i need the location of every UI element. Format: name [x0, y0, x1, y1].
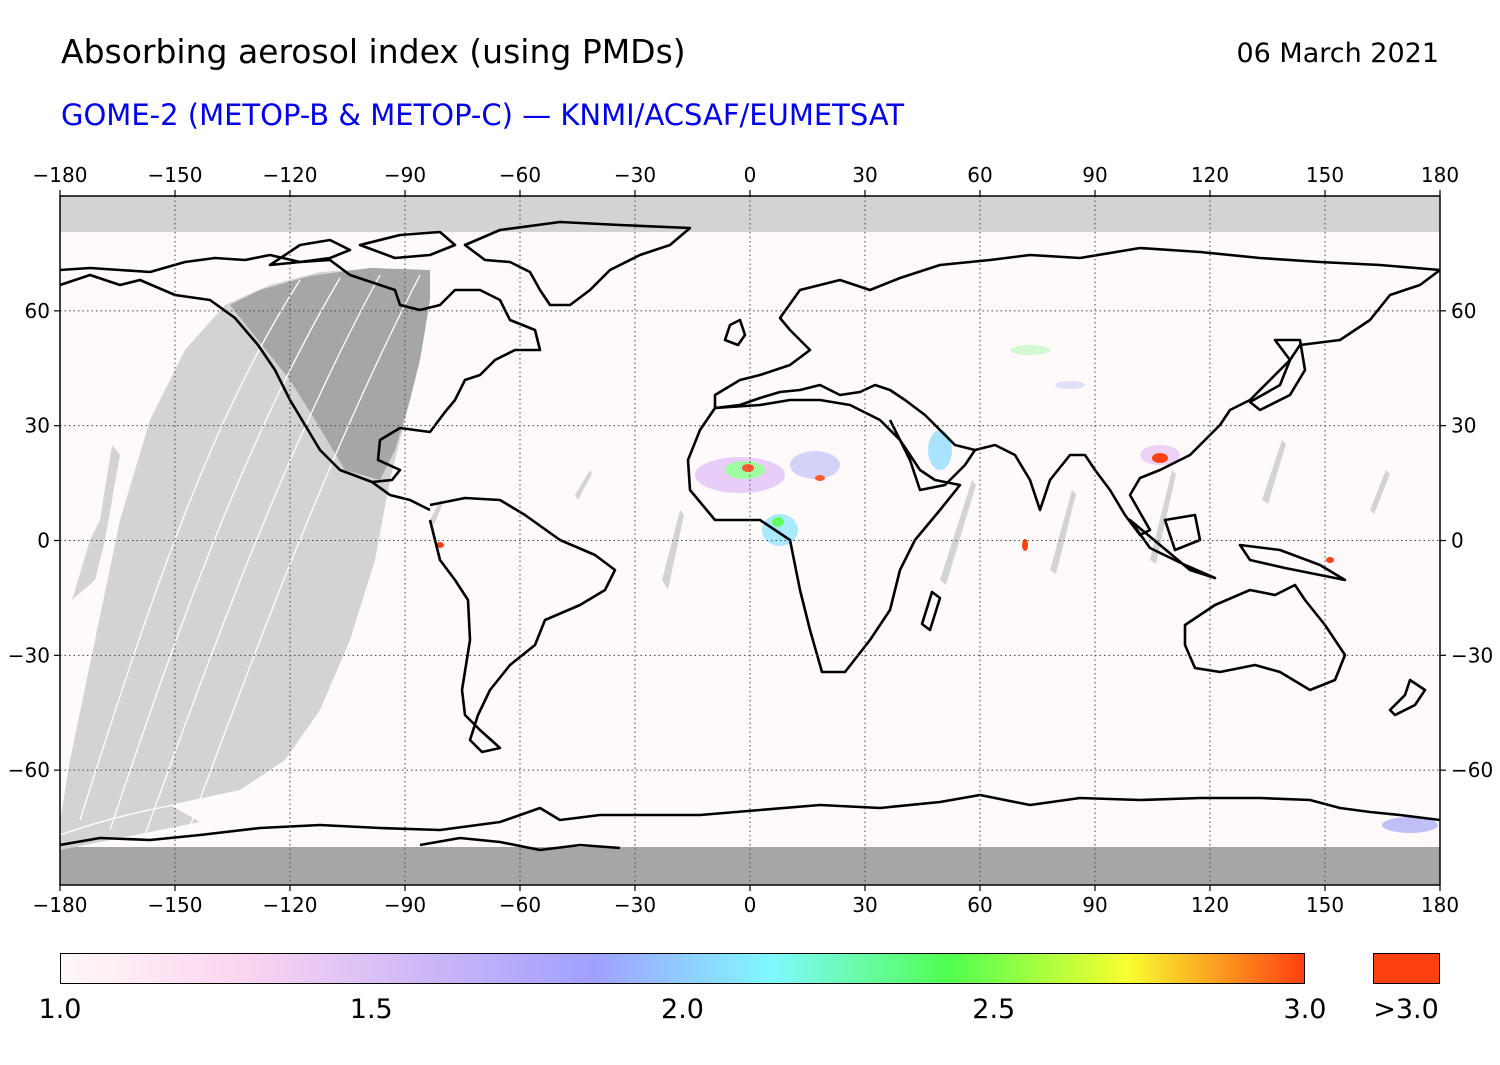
- tick-label-lon-bottom: −30: [614, 893, 656, 917]
- tick-label-lat-left: 30: [25, 414, 50, 438]
- map-title: Absorbing aerosol index (using PMDs): [61, 32, 686, 71]
- tick-label-lat-left: −30: [8, 643, 50, 667]
- coastlines: [60, 220, 1440, 852]
- tick-label-lon-bottom: 0: [744, 893, 757, 917]
- colorbar-tick-label: 3.0: [1283, 994, 1327, 1025]
- map-grid: [60, 196, 1440, 885]
- tick-label-lon-top: −180: [33, 163, 88, 187]
- coast-arabia: [888, 419, 977, 492]
- tick-label-lat-left: 60: [25, 299, 50, 323]
- colorbar-overflow-swatch: [1373, 953, 1440, 984]
- tick-label-lon-top: 180: [1421, 163, 1459, 187]
- tick-label-lat-right: −30: [1451, 643, 1493, 667]
- tick-label-lon-top: −60: [499, 163, 541, 187]
- orbit-lines: [60, 274, 421, 841]
- tick-label-lat-right: −60: [1451, 758, 1493, 782]
- tick-label-lon-top: −90: [384, 163, 426, 187]
- colorbar: [60, 953, 1305, 984]
- tick-label-lon-top: −150: [148, 163, 203, 187]
- tick-label-lat-left: 0: [37, 529, 50, 553]
- map-date: 06 March 2021: [1236, 38, 1439, 69]
- tick-label-lon-top: 60: [967, 163, 992, 187]
- coast-eurasia: [713, 246, 1440, 537]
- coast-greenland: [463, 220, 692, 307]
- coast-north-america: [60, 253, 542, 484]
- tick-label-lon-top: 120: [1191, 163, 1229, 187]
- colorbar-tick-label: 2.5: [972, 994, 1016, 1025]
- tick-label-lon-bottom: 150: [1306, 893, 1344, 917]
- aerosol-map: −180 −180 −150 −150 −120 −120 −90 −90 −60 −60 −30 −…: [8, 163, 1493, 917]
- tick-label-lon-bottom: 90: [1082, 893, 1107, 917]
- tick-label-lon-bottom: −150: [148, 893, 203, 917]
- tick-label-lon-top: 150: [1306, 163, 1344, 187]
- tick-label-lat-right: 0: [1451, 529, 1464, 553]
- tick-label-lon-bottom: −180: [33, 893, 88, 917]
- tick-label-lon-top: 30: [852, 163, 877, 187]
- map-ticks: −180 −180 −150 −150 −120 −120 −90 −90 −60 −60 −30 −…: [8, 163, 1493, 917]
- tick-label-lon-bottom: −120: [263, 893, 318, 917]
- tick-label-lon-bottom: 120: [1191, 893, 1229, 917]
- coast-africa: [686, 398, 962, 674]
- map-subtitle: GOME-2 (METOP-B & METOP-C) — KNMI/ACSAF/…: [61, 98, 905, 132]
- tick-label-lon-bottom: 30: [852, 893, 877, 917]
- colorbar-overflow-label: >3.0: [1373, 994, 1439, 1025]
- tick-label-lat-left: −60: [8, 758, 50, 782]
- tick-label-lon-bottom: −60: [499, 893, 541, 917]
- coast-australia: [1183, 583, 1347, 692]
- night-south: [60, 847, 1440, 885]
- coast-central-america: [371, 480, 431, 512]
- tick-label-lon-top: −30: [614, 163, 656, 187]
- colorbar-tick-label: 1.0: [38, 994, 82, 1025]
- tick-label-lon-bottom: −90: [384, 893, 426, 917]
- swath-gaps: [72, 440, 1390, 600]
- tick-label-lon-top: −120: [263, 163, 318, 187]
- tick-label-lon-top: 90: [1082, 163, 1107, 187]
- coast-south-america: [428, 496, 617, 754]
- colorbar-tick-label: 2.0: [661, 994, 704, 1025]
- tick-label-lon-bottom: 60: [967, 893, 992, 917]
- colorbar-tick-label: 1.5: [349, 994, 393, 1025]
- coast-antarctica: [60, 793, 1440, 847]
- tick-label-lat-right: 30: [1451, 414, 1476, 438]
- tick-label-lon-top: 0: [744, 163, 757, 187]
- tick-label-lon-bottom: 180: [1421, 893, 1459, 917]
- tick-label-lat-right: 60: [1451, 299, 1476, 323]
